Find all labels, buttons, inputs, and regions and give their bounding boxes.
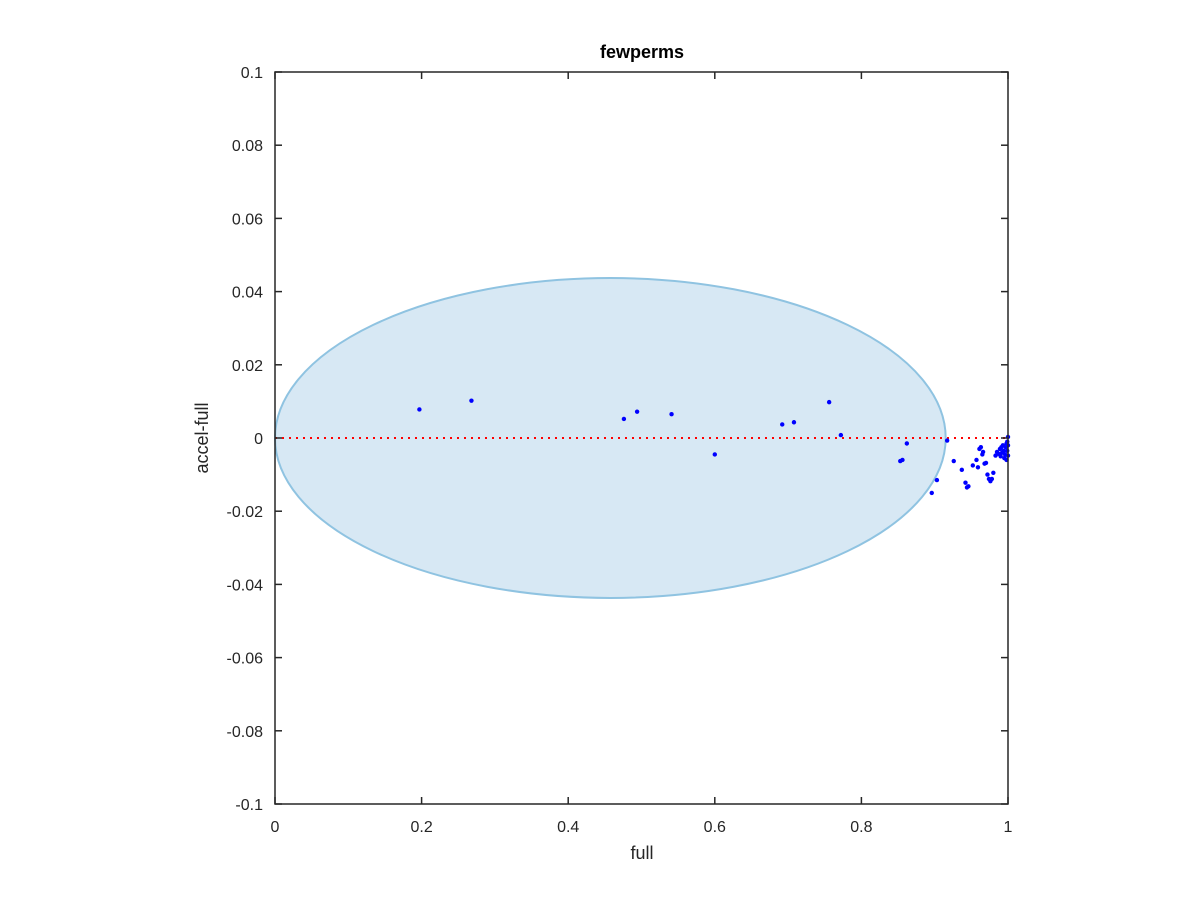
data-point — [780, 422, 785, 427]
y-axis-label: accel-full — [192, 402, 212, 473]
data-point — [826, 399, 832, 405]
data-point — [978, 444, 984, 450]
data-point — [970, 463, 976, 468]
data-point — [634, 409, 640, 414]
data-point — [934, 477, 940, 483]
data-point — [838, 432, 844, 438]
data-point — [712, 452, 717, 457]
chart-title: fewperms — [600, 42, 684, 62]
plot-area: 0 0.2 0.4 0.6 0.8 1 -0.1 -0.08 -0.06 -0.04 -0.02 0… — [227, 65, 1013, 836]
data-point — [989, 476, 995, 482]
data-point — [975, 465, 981, 470]
data-point — [959, 467, 965, 473]
data-point — [621, 416, 627, 422]
y-axis-ticks: -0.1 -0.08 -0.06 -0.04 -0.02 0 0.02 0.04 0.06 0.0… — [227, 65, 1008, 814]
y-tick-label: 0.04 — [232, 285, 263, 302]
data-point — [791, 420, 797, 425]
data-point — [900, 457, 905, 463]
y-tick-label: -0.02 — [227, 504, 264, 521]
data-point — [417, 407, 422, 412]
x-axis-ticks: 0 0.2 0.4 0.6 0.8 1 — [271, 72, 1013, 836]
x-axis-label: full — [630, 843, 653, 863]
data-point — [929, 490, 934, 496]
data-point — [991, 470, 996, 475]
x-tick-label: 0.6 — [704, 819, 726, 836]
y-tick-label: 0.06 — [232, 211, 263, 228]
data-point — [983, 460, 989, 466]
data-point — [904, 441, 910, 446]
x-tick-label: 0 — [271, 819, 280, 836]
y-tick-label: 0 — [254, 431, 263, 448]
y-tick-label: -0.1 — [235, 797, 263, 814]
y-tick-label: 0.08 — [232, 138, 263, 155]
data-point — [1001, 448, 1006, 454]
data-point — [951, 458, 956, 464]
data-point — [998, 454, 1003, 459]
y-tick-label: 0.02 — [232, 358, 263, 375]
data-point — [985, 472, 990, 477]
data-point — [944, 438, 950, 443]
x-tick-label: 0.2 — [410, 819, 432, 836]
data-point — [963, 480, 968, 485]
ellipse-layer — [273, 277, 947, 599]
x-tick-label: 0.4 — [557, 819, 579, 836]
data-point — [469, 398, 474, 403]
confidence-ellipse — [273, 277, 947, 599]
y-tick-label: -0.08 — [227, 724, 264, 741]
y-tick-label: -0.06 — [227, 651, 264, 668]
data-point — [669, 412, 674, 417]
data-point — [974, 457, 979, 463]
x-tick-label: 0.8 — [850, 819, 872, 836]
data-point — [966, 484, 971, 489]
x-tick-label: 1 — [1004, 819, 1013, 836]
data-point — [980, 449, 986, 455]
y-tick-label: 0.1 — [241, 65, 263, 82]
y-tick-label: -0.04 — [227, 577, 264, 594]
